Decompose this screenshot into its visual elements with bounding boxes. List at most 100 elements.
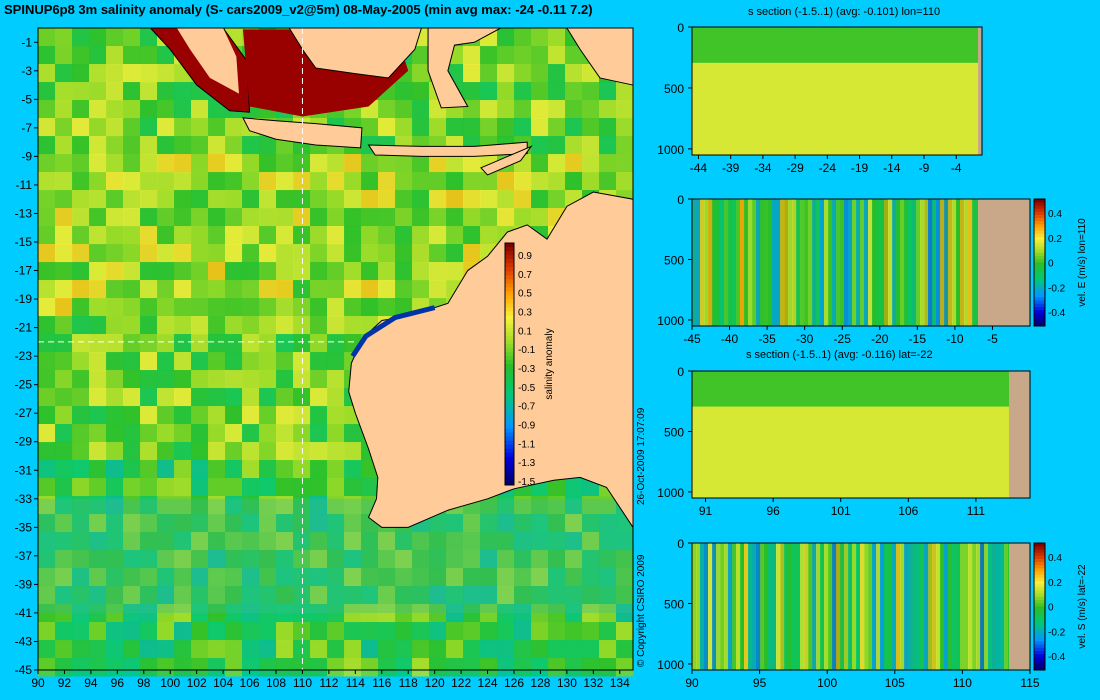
section-colorbar-cell bbox=[1034, 625, 1045, 630]
section-colorbar-cell bbox=[1034, 214, 1045, 219]
section-colorbar-tick: 0.4 bbox=[1048, 553, 1062, 564]
section-x-tick: -39 bbox=[722, 161, 740, 175]
section-colorbar-cell bbox=[1034, 660, 1045, 665]
section-colorbar-cell bbox=[1034, 654, 1045, 658]
map-colorbar-cell bbox=[505, 299, 514, 304]
timor-land bbox=[480, 145, 533, 176]
section-colorbar-cell bbox=[1034, 596, 1045, 601]
section-colorbar-cell bbox=[1034, 199, 1045, 203]
section-stripe bbox=[960, 199, 965, 326]
map-colorbar-cell bbox=[505, 271, 514, 276]
map-colorbar-tick: -0.3 bbox=[518, 364, 536, 375]
section-stripe bbox=[812, 543, 817, 670]
section-stripe bbox=[868, 199, 873, 326]
section-x-tick: -29 bbox=[786, 161, 804, 175]
section-stripe bbox=[900, 199, 905, 326]
map-colorbar-cell bbox=[505, 291, 514, 296]
section-stripe bbox=[796, 543, 801, 670]
section-colorbar-cell bbox=[1034, 628, 1045, 633]
section-x-tick: 100 bbox=[817, 676, 837, 690]
section-stripe bbox=[860, 543, 865, 670]
section-colorbar-cell bbox=[1034, 590, 1045, 595]
section-colorbar-cell bbox=[1034, 562, 1045, 566]
section-colorbar-tick: 0.2 bbox=[1048, 578, 1062, 589]
section-frame bbox=[691, 542, 1031, 671]
map-colorbar-tick: -0.1 bbox=[518, 345, 536, 356]
section-stripe bbox=[916, 543, 921, 670]
section-colorbar-cell bbox=[1034, 647, 1045, 652]
map-colorbar-cell bbox=[505, 243, 514, 248]
map-colorbar-cell bbox=[505, 380, 514, 385]
map-colorbar-tick: 0.1 bbox=[518, 326, 532, 337]
section-x-tick: -20 bbox=[871, 332, 889, 346]
map-x-tick: 108 bbox=[266, 676, 286, 690]
section-x-tick: 101 bbox=[831, 504, 851, 518]
section-stripe bbox=[900, 543, 905, 670]
map-y-tick: -41 bbox=[15, 606, 33, 620]
section-stripe bbox=[728, 199, 733, 326]
section-stripe bbox=[848, 199, 853, 326]
section-colorbar-tick: 0 bbox=[1048, 603, 1054, 614]
section-stripe bbox=[740, 543, 745, 670]
map-colorbar-cell bbox=[505, 440, 514, 446]
section-colorbar-cell bbox=[1034, 202, 1045, 206]
map-y-tick: -43 bbox=[15, 634, 33, 648]
section-stripe bbox=[860, 199, 865, 326]
section-x-tick: 110 bbox=[953, 676, 972, 690]
map-y-tick: -21 bbox=[15, 321, 33, 335]
section-stripe bbox=[864, 199, 869, 326]
section-stripe bbox=[816, 199, 821, 326]
map-frame bbox=[37, 27, 634, 671]
section-x-tick: -34 bbox=[754, 161, 772, 175]
map-colorbar-cell bbox=[505, 376, 514, 381]
section-stripe bbox=[824, 543, 829, 670]
section-stripe bbox=[880, 543, 885, 670]
section-colorbar-cell bbox=[1034, 208, 1045, 213]
map-colorbar-frame bbox=[504, 242, 515, 486]
map-y-tick: -9 bbox=[21, 149, 32, 163]
map-y-tick: -33 bbox=[15, 492, 33, 506]
map-colorbar-cell bbox=[505, 287, 514, 292]
map-y-tick: -17 bbox=[15, 264, 33, 278]
map-x-tick: 122 bbox=[451, 676, 471, 690]
section-x-tick: -24 bbox=[819, 161, 837, 175]
section-colorbar-cell bbox=[1034, 558, 1045, 563]
section-stripe bbox=[760, 543, 765, 670]
section-colorbar-frame bbox=[1033, 542, 1046, 671]
map-colorbar-tick: -0.7 bbox=[518, 402, 536, 413]
section-y-tick: 0 bbox=[677, 537, 684, 551]
map-y-tick: -29 bbox=[15, 435, 33, 449]
section-stripe bbox=[720, 543, 725, 670]
section-stripe bbox=[892, 199, 897, 326]
section-y-tick: 1000 bbox=[657, 658, 684, 672]
section-stripe bbox=[696, 199, 701, 326]
section-stripe bbox=[692, 199, 697, 326]
section-panel-3 bbox=[688, 370, 1031, 502]
section-stripe bbox=[792, 543, 797, 670]
map-y-tick: -1 bbox=[21, 35, 32, 49]
map-x-tick: 112 bbox=[319, 676, 338, 690]
section-stripe bbox=[776, 543, 781, 670]
section-colorbar-cell bbox=[1034, 600, 1045, 604]
map-panel bbox=[34, 27, 634, 677]
section-colorbar-cell bbox=[1034, 657, 1045, 661]
section-panel-2 bbox=[688, 198, 1046, 330]
map-colorbar-tick: -0.5 bbox=[518, 383, 536, 394]
section-x-tick: -35 bbox=[758, 332, 776, 346]
section-stripe bbox=[700, 543, 705, 670]
section-stripe bbox=[936, 543, 941, 670]
section-colorbar-cell bbox=[1034, 300, 1045, 305]
map-colorbar-cell bbox=[505, 279, 514, 284]
coastal-low-salinity bbox=[350, 305, 436, 358]
section-stripe bbox=[876, 543, 881, 670]
section-stripe bbox=[880, 199, 885, 326]
section-y-tick: 500 bbox=[664, 425, 684, 439]
map-y-tick: -5 bbox=[21, 92, 32, 106]
borneo-land bbox=[288, 27, 423, 79]
section-colorbar-cell bbox=[1034, 252, 1045, 257]
map-colorbar-cell bbox=[505, 283, 514, 288]
section-stripe bbox=[800, 199, 805, 326]
map-colorbar-cell bbox=[505, 303, 514, 309]
section-colorbar-cell bbox=[1034, 240, 1045, 244]
section-y-tick: 0 bbox=[677, 365, 684, 379]
